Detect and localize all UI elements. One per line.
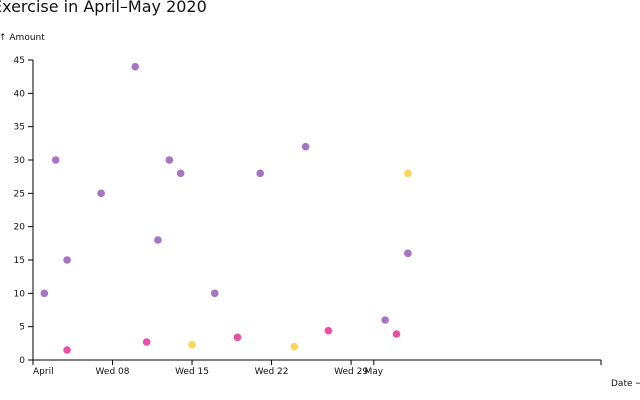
data-point — [210, 289, 219, 298]
data-point — [51, 156, 60, 164]
y-tick-label: 40 — [14, 89, 26, 99]
y-tick-label: 10 — [14, 289, 26, 299]
x-tick-label: May — [364, 367, 383, 377]
data-point — [392, 330, 401, 338]
x-tick-label: Wed 22 — [255, 367, 289, 377]
y-tick-label: 20 — [14, 223, 26, 233]
chart-title: Exercise in April–May 2020 — [0, 0, 207, 16]
data-point — [290, 342, 299, 351]
y-tick-label: 45 — [14, 56, 25, 66]
data-point — [63, 346, 71, 354]
y-axis-title: ↑ Amount — [0, 33, 45, 43]
y-tick-label: 35 — [14, 123, 25, 133]
data-point — [324, 326, 333, 335]
data-point — [176, 169, 185, 178]
data-point — [256, 169, 265, 178]
data-point — [381, 316, 389, 324]
x-tick-label: April — [33, 367, 54, 377]
data-point — [63, 256, 71, 264]
y-tick-label: 25 — [14, 189, 25, 199]
data-point — [301, 142, 310, 151]
y-axis: 0 5 10 15 20 25 30 35 40 45 — [14, 56, 34, 366]
data-point — [40, 289, 49, 298]
data-point — [188, 340, 196, 349]
x-tick-label: Wed 15 — [175, 367, 209, 377]
data-point — [165, 156, 174, 164]
x-axis-title: Date → — [611, 379, 640, 389]
y-tick-label: 15 — [14, 256, 25, 266]
x-tick-label: Wed 08 — [96, 367, 130, 377]
data-points — [40, 62, 412, 354]
data-point — [154, 236, 162, 244]
data-point — [404, 169, 412, 178]
data-point — [97, 189, 105, 198]
y-tick-label: 5 — [19, 323, 25, 333]
data-point — [404, 249, 412, 258]
x-tick-label: Wed 29 — [334, 367, 368, 377]
data-point — [142, 338, 151, 346]
data-point — [131, 62, 140, 71]
y-tick-label: 0 — [19, 356, 25, 366]
data-point — [233, 333, 242, 342]
y-tick-label: 30 — [14, 156, 26, 166]
